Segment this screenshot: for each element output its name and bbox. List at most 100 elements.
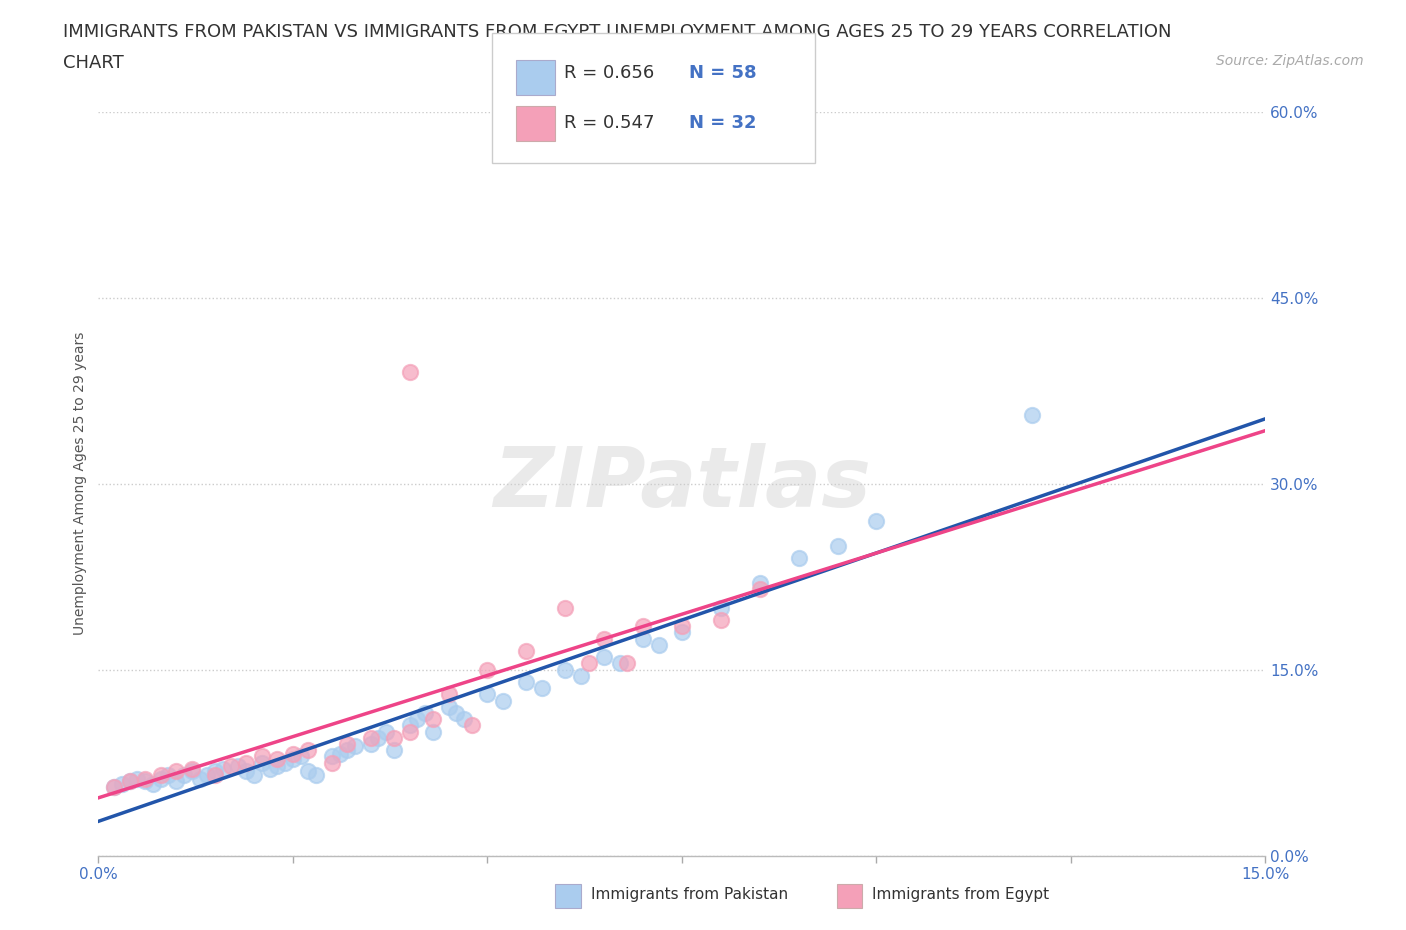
Text: Source: ZipAtlas.com: Source: ZipAtlas.com	[1216, 54, 1364, 68]
Point	[250, 755, 273, 770]
Point	[142, 777, 165, 791]
Point	[321, 749, 343, 764]
Text: IMMIGRANTS FROM PAKISTAN VS IMMIGRANTS FROM EGYPT UNEMPLOYMENT AMONG AGES 25 TO : IMMIGRANTS FROM PAKISTAN VS IMMIGRANTS F…	[63, 23, 1171, 41]
Point	[593, 631, 616, 646]
Text: ZIPatlas: ZIPatlas	[494, 443, 870, 525]
Point	[569, 669, 592, 684]
Point	[554, 600, 576, 615]
Point	[180, 764, 202, 778]
Point	[515, 674, 537, 689]
Point	[157, 767, 180, 782]
Point	[382, 730, 405, 745]
Point	[127, 771, 149, 786]
Point	[329, 747, 352, 762]
Point	[235, 755, 257, 770]
Y-axis label: Unemployment Among Ages 25 to 29 years: Unemployment Among Ages 25 to 29 years	[73, 332, 87, 635]
Point	[259, 762, 281, 777]
Point	[297, 743, 319, 758]
Point	[422, 724, 444, 739]
Text: N = 58: N = 58	[689, 63, 756, 82]
Point	[336, 743, 359, 758]
Point	[344, 739, 367, 754]
Point	[477, 662, 499, 677]
Point	[305, 767, 328, 782]
Point	[1021, 408, 1043, 423]
Point	[609, 656, 631, 671]
Point	[336, 737, 359, 751]
Point	[360, 737, 382, 751]
Point	[865, 513, 887, 528]
Point	[195, 767, 218, 782]
Point	[235, 764, 257, 778]
Point	[360, 730, 382, 745]
Point	[228, 759, 250, 774]
Point	[204, 764, 226, 778]
Text: CHART: CHART	[63, 54, 124, 72]
Point	[321, 755, 343, 770]
Point	[437, 699, 460, 714]
Point	[461, 718, 484, 733]
Point	[118, 774, 141, 789]
Point	[250, 749, 273, 764]
Point	[406, 711, 429, 726]
Point	[281, 751, 304, 766]
Point	[492, 693, 515, 708]
Point	[243, 767, 266, 782]
Point	[204, 767, 226, 782]
Point	[578, 656, 600, 671]
Point	[173, 767, 195, 782]
Point	[297, 764, 319, 778]
Point	[103, 780, 125, 795]
Point	[134, 771, 156, 786]
Point	[103, 780, 125, 795]
Point	[446, 706, 468, 721]
Point	[188, 771, 211, 786]
Point	[219, 759, 242, 774]
Point	[266, 751, 288, 766]
Point	[212, 762, 235, 777]
Point	[165, 774, 187, 789]
Point	[118, 774, 141, 789]
Text: Immigrants from Pakistan: Immigrants from Pakistan	[591, 887, 787, 902]
Point	[593, 650, 616, 665]
Point	[375, 724, 398, 739]
Point	[382, 743, 405, 758]
Point	[266, 759, 288, 774]
Text: R = 0.656: R = 0.656	[564, 63, 654, 82]
Point	[367, 730, 389, 745]
Point	[671, 625, 693, 640]
Point	[398, 718, 420, 733]
Point	[413, 706, 436, 721]
Point	[827, 538, 849, 553]
Point	[710, 600, 733, 615]
Point	[180, 762, 202, 777]
Text: N = 32: N = 32	[689, 113, 756, 132]
Point	[134, 774, 156, 789]
Point	[149, 767, 172, 782]
Point	[515, 644, 537, 658]
Text: R = 0.547: R = 0.547	[564, 113, 654, 132]
Point	[398, 365, 420, 379]
Text: Immigrants from Egypt: Immigrants from Egypt	[872, 887, 1049, 902]
Point	[149, 771, 172, 786]
Point	[477, 687, 499, 702]
Point	[398, 724, 420, 739]
Point	[281, 747, 304, 762]
Point	[631, 631, 654, 646]
Point	[290, 749, 312, 764]
Point	[787, 551, 810, 565]
Point	[671, 618, 693, 633]
Point	[111, 777, 134, 791]
Point	[554, 662, 576, 677]
Point	[616, 656, 638, 671]
Point	[165, 764, 187, 778]
Point	[647, 637, 669, 652]
Point	[748, 581, 770, 596]
Point	[748, 576, 770, 591]
Point	[631, 618, 654, 633]
Point	[422, 711, 444, 726]
Point	[437, 687, 460, 702]
Point	[530, 681, 553, 696]
Point	[274, 755, 297, 770]
Point	[453, 711, 475, 726]
